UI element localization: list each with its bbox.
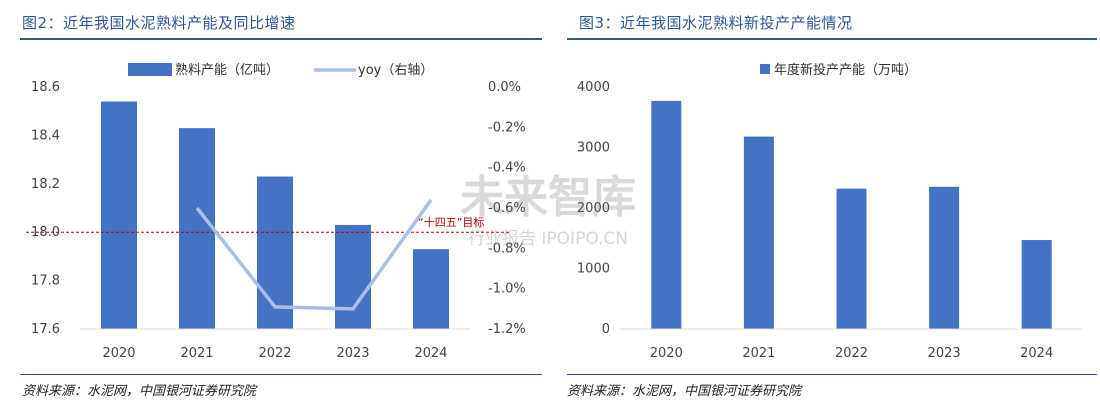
x-tick-label: 2020 xyxy=(650,346,683,361)
left-y-tick-label: 17.8 xyxy=(31,274,60,289)
new-capacity-chart: 0 1000 2000 3000 4000 2020 2021 2022 2023 2024 年度新… xyxy=(577,62,1083,361)
x-tick-label: 2021 xyxy=(742,346,775,361)
left-figure-panel: 图2：近年我国水泥熟料产能及同比增速 17.6 17.8 18.0 18.2 18.4 1… xyxy=(0,0,545,413)
x-tick-label: 2024 xyxy=(1020,346,1053,361)
new-capacity-bar xyxy=(929,186,960,329)
y-tick-label: 4000 xyxy=(577,80,610,95)
x-tick-label: 2022 xyxy=(258,346,291,361)
target-reference-label: “十四五”目标 xyxy=(418,215,484,229)
left-y-tick-label: 18.6 xyxy=(31,80,60,95)
left-y-tick-label: 17.6 xyxy=(31,322,60,337)
left-y-tick-label: 18.0 xyxy=(31,225,60,240)
capacity-bar xyxy=(335,224,371,329)
new-capacity-bar xyxy=(743,136,774,329)
new-capacity-bar xyxy=(651,100,682,329)
right-y-tick-label: 0.0% xyxy=(488,80,521,95)
x-tick-label: 2022 xyxy=(835,346,868,361)
left-source-note: 资料来源：水泥网，中国银河证券研究院 xyxy=(22,384,257,399)
x-tick-label: 2024 xyxy=(414,346,447,361)
x-tick-label: 2020 xyxy=(102,346,135,361)
right-y-tick-label: -1.0% xyxy=(488,282,526,297)
clinker-capacity-chart: 17.6 17.8 18.0 18.2 18.4 18.6 -1.2% -1.0% -0.8% -… xyxy=(26,62,526,361)
legend-bar-swatch xyxy=(128,63,172,76)
capacity-bar xyxy=(101,101,137,330)
legend-line-label: yoy（右轴） xyxy=(358,63,433,78)
right-source-note: 资料来源：水泥网，中国银河证券研究院 xyxy=(567,384,802,399)
y-tick-label: 2000 xyxy=(577,201,610,216)
right-y-tick-label: -0.6% xyxy=(488,201,526,216)
x-tick-label: 2023 xyxy=(336,346,369,361)
x-tick-label: 2021 xyxy=(180,346,213,361)
new-capacity-bar xyxy=(1021,240,1052,329)
legend-swatch xyxy=(760,64,770,74)
legend-bar-label: 熟料产能（亿吨） xyxy=(175,62,279,78)
left-y-tick-label: 18.2 xyxy=(31,177,60,192)
capacity-bar xyxy=(413,249,449,329)
x-tick-label: 2023 xyxy=(928,346,961,361)
capacity-bar xyxy=(257,176,293,329)
right-y-tick-label: -0.2% xyxy=(488,120,526,135)
right-title-divider xyxy=(567,38,1097,40)
left-figure-title: 图2：近年我国水泥熟料产能及同比增速 xyxy=(22,14,296,32)
right-y-tick-label: -0.4% xyxy=(488,161,526,176)
y-tick-label: 1000 xyxy=(577,262,610,277)
legend-label: 年度新投产产能（万吨） xyxy=(774,62,917,78)
left-y-tick-label: 18.4 xyxy=(31,128,60,143)
new-capacity-bar xyxy=(836,188,867,329)
right-figure-panel: 图3：近年我国水泥熟料新投产产能情况 0 1000 2000 3000 4000 2020… xyxy=(555,0,1100,413)
right-bottom-divider xyxy=(567,374,1097,375)
left-title-divider xyxy=(20,38,542,40)
right-y-tick-label: -1.2% xyxy=(488,322,526,337)
capacity-bar xyxy=(179,128,215,329)
left-bottom-divider xyxy=(20,374,542,375)
right-figure-title: 图3：近年我国水泥熟料新投产产能情况 xyxy=(579,14,853,32)
y-tick-label: 3000 xyxy=(577,141,610,156)
y-tick-label: 0 xyxy=(602,322,610,337)
yoy-line xyxy=(195,198,433,311)
right-y-tick-label: -0.8% xyxy=(488,241,526,256)
